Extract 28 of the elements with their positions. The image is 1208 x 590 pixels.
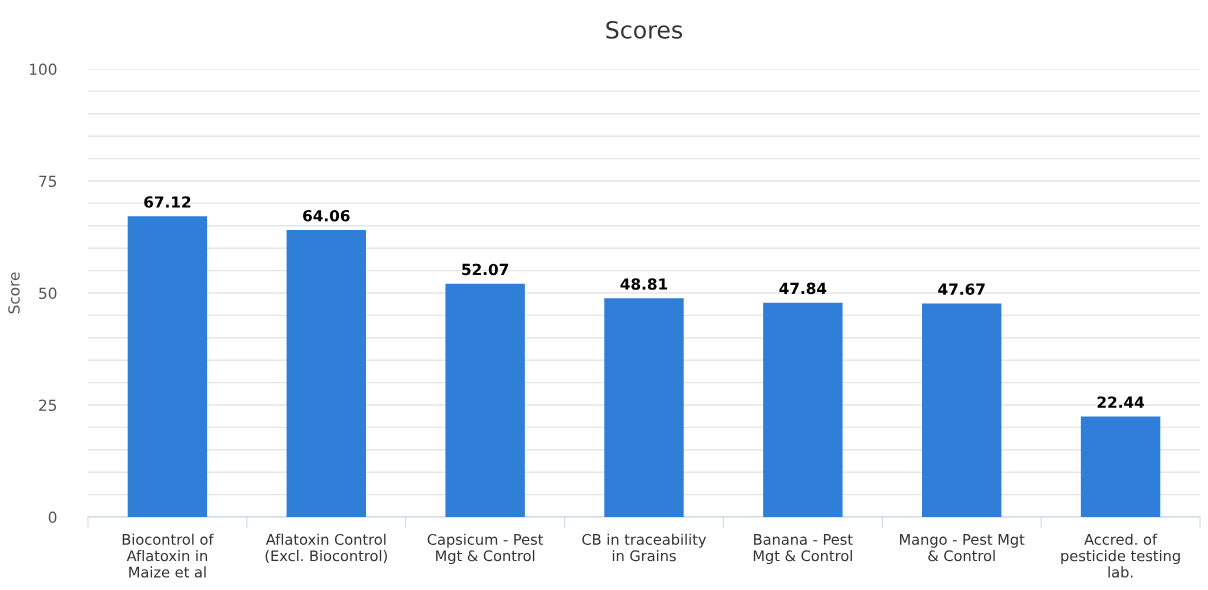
- bar: [922, 303, 1002, 517]
- data-label: 67.12: [144, 196, 191, 208]
- bar: [286, 230, 366, 517]
- y-tick-label: 25: [39, 399, 57, 412]
- data-label: 22.44: [1097, 396, 1145, 408]
- bar: [1080, 416, 1161, 517]
- bar: [604, 298, 684, 517]
- bar: [445, 283, 525, 517]
- x-tick-label: Capsicum - Pest Mgt & Control: [427, 533, 544, 565]
- bar: [127, 216, 208, 517]
- bar: [763, 302, 843, 517]
- y-tick-label: 75: [39, 175, 57, 188]
- chart-title: Scores: [606, 20, 683, 39]
- x-tick-label: Mango - Pest Mgt & Control: [900, 534, 1025, 562]
- data-label: 47.67: [938, 283, 985, 295]
- y-tick-label: 50: [39, 287, 57, 300]
- x-tick-label: Biocontrol of Aflatoxin in Maize et al: [122, 533, 214, 578]
- x-tick-label: CB in traceability in Grains: [582, 533, 707, 562]
- y-tick-label: 0: [48, 511, 57, 524]
- x-tick-label: Banana - Pest Mgt & Control: [753, 534, 853, 565]
- data-label: 48.81: [620, 278, 668, 290]
- data-label: 52.07: [462, 263, 509, 276]
- y-tick-label: 100: [29, 63, 57, 76]
- data-label: 47.84: [779, 282, 827, 295]
- y-axis-title: Score: [8, 272, 20, 314]
- data-label: 64.06: [303, 209, 350, 222]
- x-tick-label: Aflatoxin Control (Excl. Biocontrol): [265, 533, 387, 563]
- x-tick-label: Accred. of pesticide testing lab.: [1061, 533, 1180, 578]
